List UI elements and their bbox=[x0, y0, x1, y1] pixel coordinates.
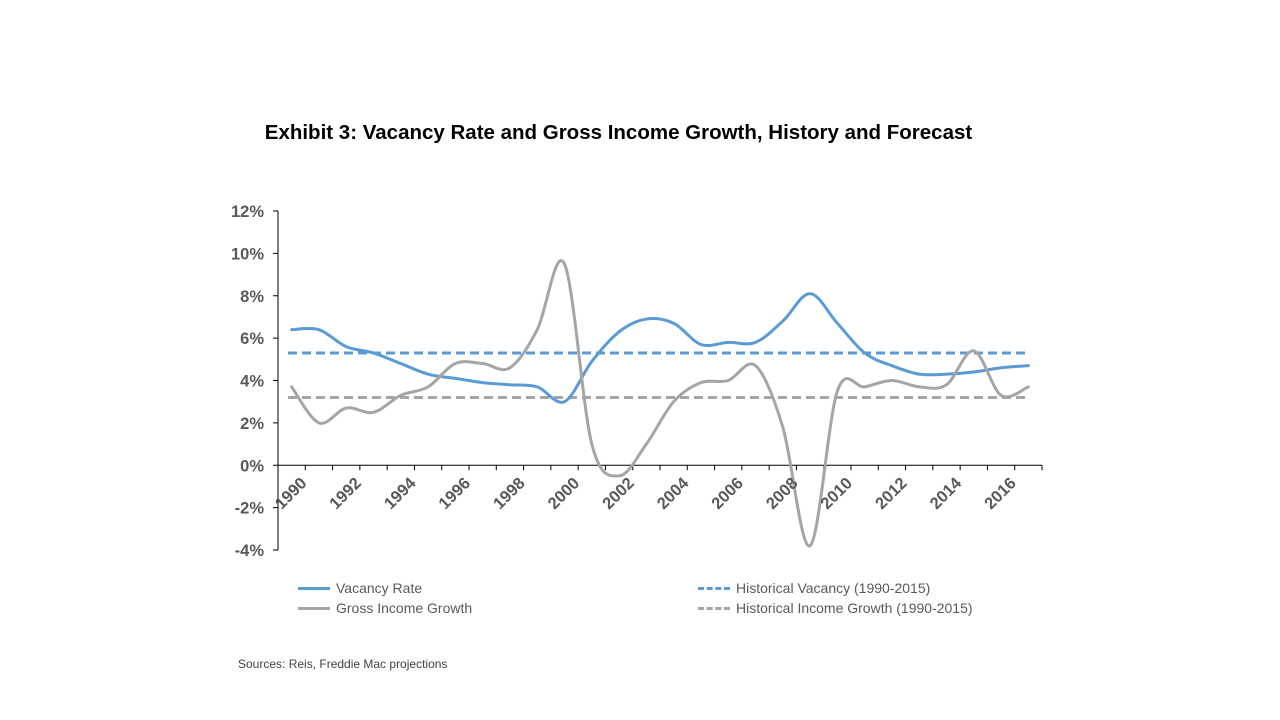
x-tick-label: 2002 bbox=[599, 474, 638, 513]
series-lines bbox=[290, 259, 1030, 548]
y-tick-label: 4% bbox=[240, 373, 264, 391]
y-tick-label: 8% bbox=[240, 288, 264, 306]
x-tick-label: 1994 bbox=[381, 474, 420, 513]
legend-item-historical-income-growth: Historical Income Growth (1990-2015) bbox=[698, 599, 973, 617]
chart-title: Exhibit 3: Vacancy Rate and Gross Income… bbox=[264, 121, 973, 144]
legend-swatch-historical-vacancy bbox=[698, 586, 730, 590]
y-tick-label: -2% bbox=[235, 500, 265, 518]
legend-label-historical-income-growth: Historical Income Growth (1990-2015) bbox=[736, 600, 973, 616]
y-tick-labels: -4% -2% 0% 2% 4% 6% 8% 10% 12% bbox=[231, 203, 264, 560]
legend-swatch-gross-income-growth bbox=[298, 606, 330, 610]
y-tick-label: 12% bbox=[231, 203, 264, 221]
series-line-gross-income-growth bbox=[290, 259, 1030, 548]
legend-item-vacancy-rate: Vacancy Rate bbox=[298, 579, 422, 597]
y-tick-label: 6% bbox=[240, 330, 264, 348]
source-note: Sources: Reis, Freddie Mac projections bbox=[238, 657, 448, 671]
series-line-vacancy-rate bbox=[290, 292, 1030, 404]
reference-lines bbox=[288, 351, 1029, 399]
legend-swatch-historical-income-growth bbox=[698, 606, 730, 610]
x-tick-label: 2014 bbox=[927, 474, 966, 513]
legend-item-historical-vacancy: Historical Vacancy (1990-2015) bbox=[698, 579, 930, 597]
x-tick-label: 2004 bbox=[654, 474, 693, 513]
legend-label-vacancy-rate: Vacancy Rate bbox=[336, 580, 423, 596]
x-tick-label: 2006 bbox=[708, 474, 747, 513]
legend-item-gross-income-growth: Gross Income Growth bbox=[298, 599, 472, 617]
legend-swatch-vacancy-rate bbox=[298, 586, 330, 590]
x-tick-label: 2000 bbox=[545, 474, 584, 513]
legend-label-historical-vacancy: Historical Vacancy (1990-2015) bbox=[736, 580, 931, 596]
x-tick-label: 2016 bbox=[981, 474, 1020, 513]
x-tick-label: 1992 bbox=[326, 474, 365, 513]
y-tick-label: 10% bbox=[231, 245, 264, 263]
x-tick-labels: 1990 1992 1994 1996 1998 2000 2002 2004 2006 2008… bbox=[272, 474, 1020, 513]
y-tick-label: 2% bbox=[240, 415, 264, 433]
legend-label-gross-income-growth: Gross Income Growth bbox=[336, 600, 473, 616]
x-tick-label: 2012 bbox=[872, 474, 911, 513]
y-tick-label: -4% bbox=[235, 542, 265, 560]
x-tick-label: 1996 bbox=[435, 474, 474, 513]
axes bbox=[273, 210, 1043, 551]
y-tick-label: 0% bbox=[240, 457, 264, 475]
x-tick-label: 1998 bbox=[490, 474, 529, 513]
